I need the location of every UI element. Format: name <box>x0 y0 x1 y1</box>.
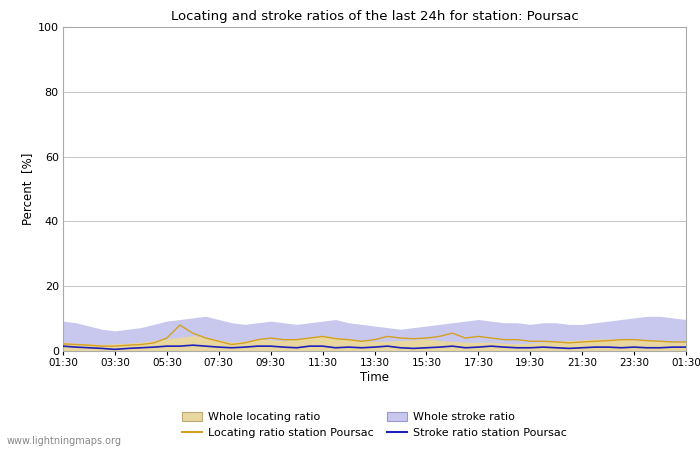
Title: Locating and stroke ratios of the last 24h for station: Poursac: Locating and stroke ratios of the last 2… <box>171 10 578 23</box>
Y-axis label: Percent  [%]: Percent [%] <box>21 153 34 225</box>
Text: www.lightningmaps.org: www.lightningmaps.org <box>7 436 122 446</box>
X-axis label: Time: Time <box>360 371 389 384</box>
Legend: Whole locating ratio, Locating ratio station Poursac, Whole stroke ratio, Stroke: Whole locating ratio, Locating ratio sta… <box>178 407 571 443</box>
